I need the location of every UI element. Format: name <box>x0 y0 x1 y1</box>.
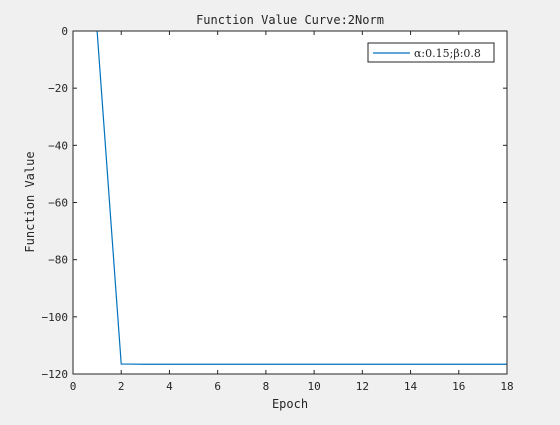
x-tick-label: 18 <box>500 380 513 393</box>
x-tick-label: 12 <box>356 380 369 393</box>
series-line <box>96 31 507 365</box>
x-tick-label: 10 <box>307 380 320 393</box>
x-tick-label: 4 <box>166 380 173 393</box>
x-tick-label: 6 <box>214 380 221 393</box>
legend: α:0.15;β:0.8 <box>367 42 495 63</box>
x-tick-label: 14 <box>404 380 418 393</box>
y-tick-label: −60 <box>48 197 68 210</box>
x-tick-label: 0 <box>70 380 77 393</box>
y-tick-label: −40 <box>48 139 68 152</box>
legend-box <box>367 42 495 63</box>
chart-title: Function Value Curve:2Norm <box>196 13 384 27</box>
legend-label: α:0.15;β:0.8 <box>414 47 481 60</box>
y-tick-label: −120 <box>42 368 69 381</box>
y-tick-label: −100 <box>42 311 69 324</box>
x-tick-label: 2 <box>118 380 125 393</box>
x-tick-label: 8 <box>263 380 270 393</box>
y-tick-label: 0 <box>61 25 68 38</box>
y-tick-label: −80 <box>48 254 68 267</box>
x-tick-label: 16 <box>452 380 465 393</box>
y-axis-label: Function Value <box>23 151 37 252</box>
y-tick-label: −20 <box>48 82 68 95</box>
x-axis-label: Epoch <box>272 397 308 411</box>
plot-area <box>73 31 507 374</box>
